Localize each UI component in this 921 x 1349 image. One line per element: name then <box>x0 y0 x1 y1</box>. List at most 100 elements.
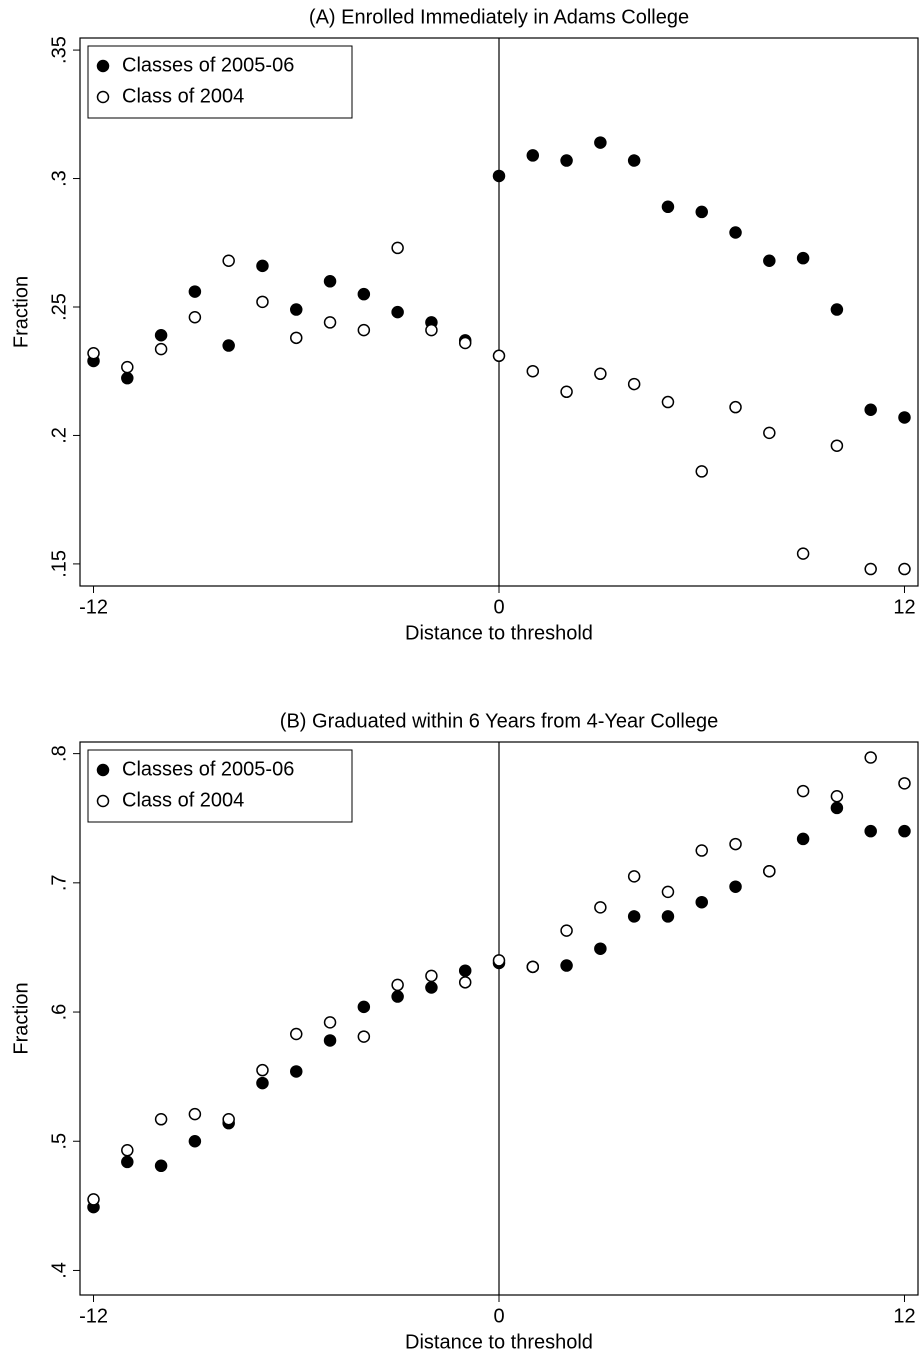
point <box>796 547 810 560</box>
point <box>391 990 404 1003</box>
point <box>87 1193 100 1206</box>
point <box>323 275 337 288</box>
point <box>357 323 371 337</box>
point <box>661 395 675 409</box>
point <box>830 303 844 316</box>
legend-label: Class of 2004 <box>122 85 244 107</box>
point <box>695 844 708 857</box>
point <box>830 439 844 452</box>
point <box>357 1030 371 1043</box>
x-tick-label: -12 <box>79 1305 108 1327</box>
point <box>661 910 675 923</box>
point <box>763 426 776 440</box>
point <box>256 1063 269 1077</box>
point <box>154 342 168 356</box>
point <box>323 1016 337 1029</box>
legend-marker <box>96 794 110 808</box>
point <box>864 562 877 576</box>
point <box>661 200 675 214</box>
point <box>458 964 472 977</box>
point <box>661 885 675 899</box>
point <box>256 1076 269 1090</box>
point <box>290 303 303 316</box>
point <box>830 801 844 815</box>
chart-title: (A) Enrolled Immediately in Adams Colleg… <box>309 6 689 28</box>
x-axis-label: Distance to threshold <box>405 1331 593 1349</box>
point <box>864 751 877 764</box>
point <box>425 981 438 994</box>
legend-marker <box>96 90 110 104</box>
y-tick-label: .15 <box>48 550 70 578</box>
point <box>425 323 438 337</box>
x-tick-label: -12 <box>79 596 108 618</box>
y-tick-label: .5 <box>48 1133 70 1150</box>
point <box>729 226 742 239</box>
point <box>121 360 134 374</box>
point <box>560 959 573 972</box>
y-tick-label: .8 <box>48 745 70 762</box>
point <box>492 169 506 183</box>
point <box>898 562 911 576</box>
point <box>796 251 810 265</box>
x-tick-label: 12 <box>893 596 915 618</box>
point <box>830 790 844 803</box>
point <box>188 311 202 324</box>
point <box>154 329 168 342</box>
point <box>121 1155 134 1169</box>
point <box>222 339 235 352</box>
point <box>290 1027 303 1041</box>
legend-label: Classes of 2005-06 <box>122 54 294 76</box>
legend-marker <box>96 59 110 73</box>
point <box>898 824 911 838</box>
point <box>560 154 573 167</box>
point <box>188 1107 202 1121</box>
point <box>492 349 506 363</box>
point <box>695 895 708 909</box>
point <box>526 149 540 162</box>
point <box>458 976 472 989</box>
point <box>290 1065 303 1078</box>
point <box>154 1113 168 1126</box>
point <box>425 969 438 983</box>
point <box>763 864 776 878</box>
point <box>154 1159 168 1173</box>
x-tick-label: 0 <box>493 596 504 618</box>
y-tick-label: .35 <box>48 36 70 64</box>
point <box>594 136 607 149</box>
point <box>594 367 607 381</box>
y-axis-label: Fraction <box>10 276 32 348</box>
point <box>222 254 235 267</box>
point <box>290 331 303 345</box>
point <box>796 784 810 798</box>
point <box>560 924 573 937</box>
point <box>864 824 877 838</box>
point <box>391 241 404 255</box>
point <box>796 832 810 846</box>
point <box>627 910 641 923</box>
point <box>627 154 641 167</box>
point <box>357 1000 371 1014</box>
point <box>695 465 708 478</box>
y-tick-label: .7 <box>48 874 70 891</box>
y-axis-label: Fraction <box>10 982 32 1054</box>
legend-label: Classes of 2005-06 <box>122 758 294 780</box>
point <box>188 1134 202 1148</box>
point <box>188 285 202 298</box>
point <box>256 259 269 273</box>
point <box>594 942 607 955</box>
point <box>729 400 742 414</box>
point <box>121 371 134 385</box>
point <box>357 287 371 301</box>
legend-marker <box>96 763 110 777</box>
chart: (A) Enrolled Immediately in Adams Colleg… <box>10 6 919 644</box>
point <box>458 336 472 350</box>
chart-title: (B) Graduated within 6 Years from 4-Year… <box>280 710 718 732</box>
point <box>763 254 776 267</box>
point <box>492 954 506 967</box>
point <box>898 411 911 424</box>
point <box>898 777 911 790</box>
point <box>594 901 607 914</box>
point <box>526 960 540 974</box>
x-tick-label: 12 <box>893 1305 915 1327</box>
